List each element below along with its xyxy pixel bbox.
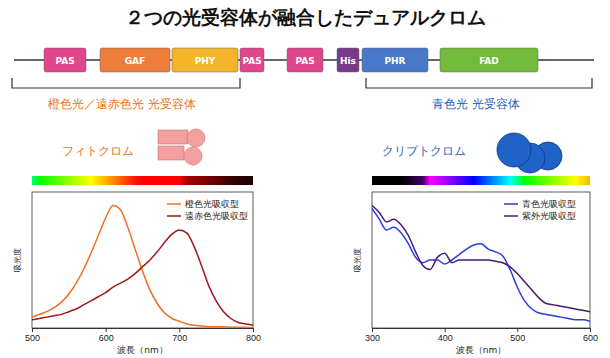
x-axis-title: 波長（nm） bbox=[117, 345, 167, 355]
x-tick-label: 500 bbox=[510, 333, 525, 343]
x-tick-label: 500 bbox=[25, 333, 40, 343]
icon-part bbox=[187, 129, 205, 147]
legend: 青色光吸収型紫外光吸収型 bbox=[504, 199, 576, 221]
x-tick: 600 bbox=[99, 328, 114, 343]
domain-box bbox=[100, 48, 170, 72]
x-axis-title: 波長（nm） bbox=[456, 345, 506, 355]
x-tick: 800 bbox=[246, 328, 261, 343]
spectrum-bar bbox=[372, 176, 590, 185]
receptor-name: フィトクロム bbox=[62, 144, 134, 158]
domain-label: GAF bbox=[125, 56, 146, 66]
icon-part bbox=[497, 133, 531, 167]
x-tick-label: 300 bbox=[365, 333, 380, 343]
legend-swatch bbox=[167, 215, 181, 217]
legend-label: 青色光吸収型 bbox=[522, 199, 576, 209]
domain-box bbox=[44, 48, 86, 72]
legend-swatch bbox=[167, 203, 181, 205]
y-axis-title: 吸光度 bbox=[353, 248, 362, 272]
domain-box bbox=[362, 48, 428, 72]
x-tick-mark bbox=[32, 328, 33, 332]
spectrum-bar bbox=[32, 176, 253, 185]
x-tick-mark bbox=[253, 328, 254, 332]
receptor-name: クリプトクロム bbox=[382, 144, 466, 158]
plot-frame bbox=[32, 192, 253, 328]
domain-label: PAS bbox=[295, 56, 314, 66]
x-tick: 700 bbox=[172, 328, 187, 343]
bracket bbox=[366, 78, 592, 88]
x-tick-mark bbox=[179, 328, 180, 332]
x-tick-label: 800 bbox=[246, 333, 261, 343]
x-tick: 500 bbox=[25, 328, 40, 343]
title: ２つの光受容体が融合したデュアルクロム bbox=[125, 6, 486, 28]
domain-box bbox=[337, 48, 359, 72]
y-axis-title: 吸光度 bbox=[13, 248, 22, 272]
x-tick-label: 700 bbox=[172, 333, 187, 343]
x-tick: 600 bbox=[583, 328, 598, 343]
domain-box bbox=[240, 48, 264, 72]
x-tick-mark bbox=[590, 328, 591, 332]
icon-part bbox=[184, 147, 202, 165]
x-tick-mark bbox=[517, 328, 518, 332]
x-tick-mark bbox=[445, 328, 446, 332]
legend-label: 橙色光吸収型 bbox=[185, 199, 239, 209]
domain-box bbox=[287, 48, 323, 72]
x-tick-label: 400 bbox=[438, 333, 453, 343]
bracket bbox=[12, 78, 240, 88]
x-axis: 500 600 700 800 bbox=[25, 328, 261, 343]
plot-marks bbox=[372, 206, 590, 322]
series-line bbox=[372, 208, 590, 321]
x-tick: 500 bbox=[510, 328, 525, 343]
group-label: 青色光 光受容体 bbox=[432, 97, 520, 111]
domain-box bbox=[172, 48, 238, 72]
series-line bbox=[372, 206, 590, 312]
domain-label: His bbox=[340, 56, 356, 66]
x-axis-line bbox=[33, 329, 254, 333]
domain-label: PHY bbox=[195, 56, 216, 66]
x-axis-line bbox=[373, 329, 591, 333]
legend-label: 紫外光吸収型 bbox=[522, 211, 576, 221]
x-tick: 300 bbox=[365, 328, 380, 343]
x-tick-label: 600 bbox=[99, 333, 114, 343]
domain-label: PAS bbox=[242, 56, 261, 66]
domain-label: PHR bbox=[384, 56, 405, 66]
group-label: 橙色光／遠赤色光 光受容体 bbox=[48, 97, 196, 111]
figure: ２つの光受容体が融合したデュアルクロム PAS GAF PHY PAS PAS His PHR… bbox=[0, 0, 610, 358]
plot-marks bbox=[32, 206, 253, 328]
x-tick-mark bbox=[372, 328, 373, 332]
icon-part bbox=[158, 130, 188, 144]
plot-frame bbox=[372, 192, 590, 328]
x-tick-label: 600 bbox=[583, 333, 598, 343]
x-tick: 400 bbox=[438, 328, 453, 343]
icon-part bbox=[158, 146, 184, 160]
legend: 橙色光吸収型遠赤色光吸収型 bbox=[167, 199, 248, 221]
domain-label: PAS bbox=[55, 56, 74, 66]
legend-swatch bbox=[504, 215, 518, 217]
legend-label: 遠赤色光吸収型 bbox=[185, 211, 248, 221]
domain-box bbox=[440, 48, 538, 72]
x-axis: 300 400 500 600 bbox=[365, 328, 598, 343]
domain-label: FAD bbox=[479, 56, 499, 66]
legend-swatch bbox=[504, 203, 518, 205]
x-tick-mark bbox=[106, 328, 107, 332]
series-line bbox=[32, 230, 253, 325]
series-line bbox=[32, 206, 253, 328]
